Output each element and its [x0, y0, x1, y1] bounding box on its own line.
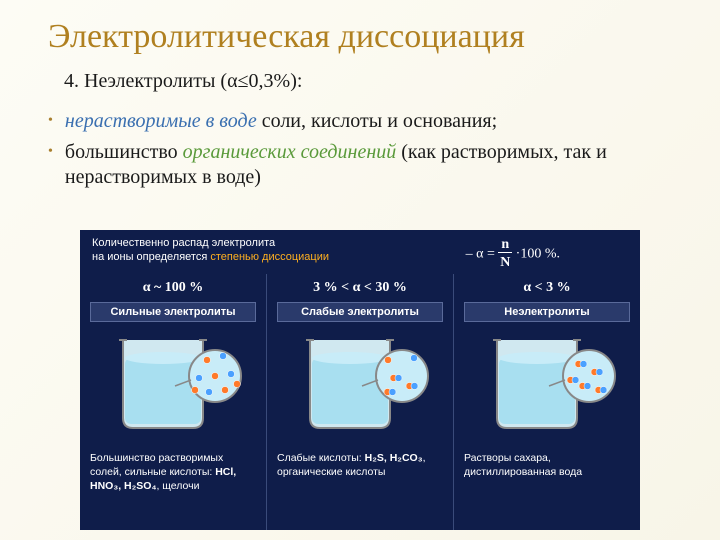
category-label: Неэлектролиты	[464, 302, 630, 322]
bullet-text: большинство органических соединений (как…	[65, 140, 680, 190]
highlight: нерастворимые в воде	[65, 110, 257, 132]
fraction: nN	[498, 236, 512, 272]
category-label: Сильные электролиты	[90, 302, 256, 322]
text: – α =	[466, 246, 499, 261]
alpha-label: 3 % < α < 30 %	[277, 280, 443, 296]
page-title: Электролитическая диссоциация	[0, 0, 720, 56]
diagram-column: α ~ 100 % Сильные электролиты Большинств…	[80, 274, 266, 530]
caption: Растворы сахара, дистиллированная вода	[464, 451, 630, 479]
caption: Большинство растворимых солей, сильные к…	[90, 451, 256, 494]
bullet-list: • нерастворимые в воде соли, кислоты и о…	[0, 99, 720, 190]
beaker-icon	[290, 330, 430, 440]
highlight: органических соединений	[183, 141, 397, 163]
bullet-icon: •	[48, 140, 53, 164]
beaker-icon	[477, 330, 617, 440]
diagram-columns: α ~ 100 % Сильные электролиты Большинств…	[80, 274, 640, 530]
caption: Слабые кислоты: H₂S, H₂CO₃, органические…	[277, 451, 443, 479]
beaker	[90, 330, 256, 443]
beaker	[464, 330, 630, 443]
list-item: • большинство органических соединений (к…	[48, 140, 680, 190]
beaker-icon	[103, 330, 243, 440]
alpha-label: α ~ 100 %	[90, 280, 256, 296]
category-label: Слабые электролиты	[277, 302, 443, 322]
list-item: • нерастворимые в воде соли, кислоты и о…	[48, 109, 680, 134]
formula: – α = nN ·100 %.	[466, 236, 560, 272]
diagram-header: Количественно распад электролита на ионы…	[80, 230, 640, 269]
text: ·100 %.	[512, 246, 560, 261]
diagram-column: 3 % < α < 30 % Слабые электролиты Слабые…	[266, 274, 453, 530]
diagram-panel: Количественно распад электролита на ионы…	[80, 230, 640, 530]
alpha-label: α < 3 %	[464, 280, 630, 296]
numerator: n	[498, 237, 512, 253]
subheading: 4. Неэлектролиты (α≤0,3%):	[0, 56, 720, 99]
bullet-icon: •	[48, 109, 53, 133]
text: соли, кислоты и основания;	[257, 110, 498, 132]
denominator: N	[500, 255, 510, 270]
diagram-column: α < 3 % Неэлектролиты Растворы сахара, д…	[453, 274, 640, 530]
bullet-text: нерастворимые в воде соли, кислоты и осн…	[65, 109, 497, 134]
text: большинство	[65, 141, 183, 163]
beaker	[277, 330, 443, 443]
highlight: степенью диссоциации	[210, 251, 329, 263]
text: на ионы определяется	[92, 251, 210, 263]
